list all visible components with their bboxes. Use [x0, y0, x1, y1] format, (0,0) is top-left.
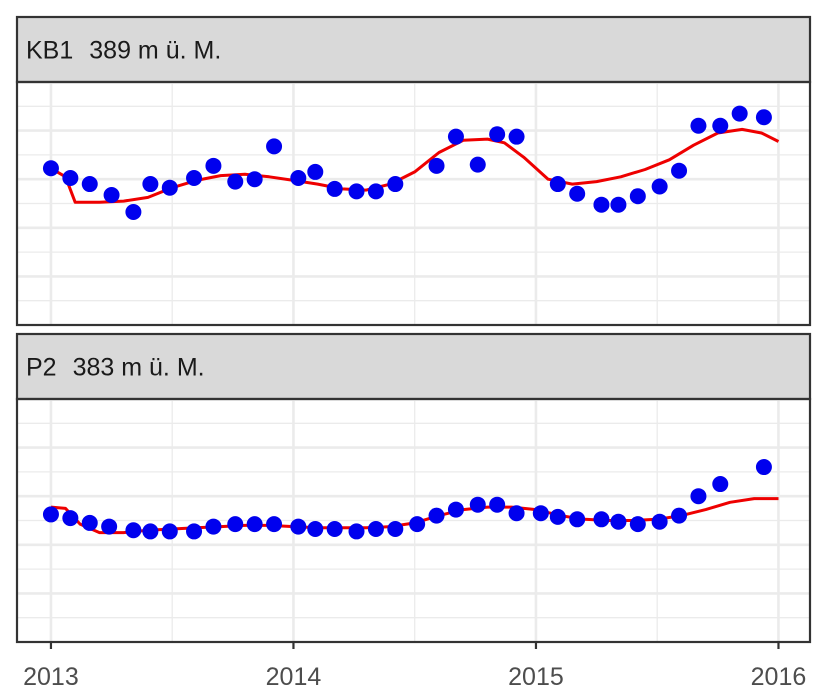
data-point [690, 488, 707, 505]
elevation-label: 389 m ü. M. [89, 37, 221, 65]
x-tick-label: 2014 [266, 663, 322, 691]
data-point [62, 169, 79, 186]
data-point [755, 459, 772, 476]
data-point [428, 157, 445, 174]
data-points [42, 105, 772, 221]
data-point [593, 511, 610, 528]
data-point [469, 156, 486, 173]
panel-kb1: KB1 389 m ü. M. [15, 15, 812, 327]
data-point [42, 160, 59, 177]
data-point [142, 523, 159, 540]
data-point [610, 513, 627, 530]
data-point [186, 169, 203, 186]
data-point [447, 501, 464, 518]
data-point [387, 521, 404, 538]
x-tick-label: 2015 [508, 663, 564, 691]
data-point [428, 507, 445, 524]
data-point [651, 178, 668, 195]
data-point [161, 523, 178, 540]
data-point [447, 128, 464, 145]
data-point [101, 518, 118, 535]
data-point [508, 128, 525, 145]
data-point [651, 513, 668, 530]
data-point [62, 510, 79, 527]
data-point [307, 163, 324, 180]
site-name: KB1 [26, 37, 73, 65]
data-point [81, 176, 98, 193]
panel-strip [15, 15, 812, 84]
panels-layer: KB1 389 m ü. M. P2 383 m ü. M. [15, 15, 812, 644]
panel-border [15, 397, 812, 644]
elevation-label: 383 m ü. M. [73, 354, 205, 382]
data-point [593, 196, 610, 213]
data-point [42, 506, 59, 523]
data-point [549, 508, 566, 525]
data-point [387, 176, 404, 193]
data-point [103, 186, 120, 203]
data-point [469, 496, 486, 513]
data-point [532, 505, 549, 522]
data-point [186, 523, 203, 540]
panel-p2: P2 383 m ü. M. [15, 332, 812, 644]
data-point [629, 188, 646, 205]
data-point [671, 507, 688, 524]
data-point [549, 176, 566, 193]
grid [17, 82, 810, 325]
data-point [227, 173, 244, 190]
data-point [266, 138, 283, 155]
data-point [246, 171, 263, 188]
data-point [671, 162, 688, 179]
data-point [290, 169, 307, 186]
x-axis: 2013 2014 2015 2016 [23, 642, 806, 691]
data-point [125, 204, 142, 221]
data-points [42, 459, 772, 540]
data-point [161, 179, 178, 196]
data-point [348, 183, 365, 200]
data-point [81, 514, 98, 531]
trend-line [50, 127, 780, 204]
data-point [569, 185, 586, 202]
data-point [326, 180, 343, 197]
data-point [409, 516, 426, 533]
data-point [755, 109, 772, 126]
data-point [690, 117, 707, 134]
data-point [205, 157, 222, 174]
data-point [629, 516, 646, 533]
data-point [125, 522, 142, 539]
data-point [508, 505, 525, 522]
data-point [348, 523, 365, 540]
data-point [712, 117, 729, 134]
data-point [731, 105, 748, 122]
panel-strip-label: KB1 389 m ü. M. [26, 37, 221, 65]
data-point [367, 521, 384, 538]
data-point [246, 516, 263, 533]
data-point [489, 496, 506, 513]
data-point [307, 521, 324, 538]
site-name: P2 [26, 354, 57, 382]
panel-border [15, 80, 812, 327]
data-point [569, 511, 586, 528]
data-point [266, 516, 283, 533]
x-tick-label: 2013 [23, 663, 79, 691]
data-point [142, 176, 159, 193]
data-point [712, 476, 729, 493]
data-point [367, 183, 384, 200]
data-point [326, 521, 343, 538]
data-point [610, 196, 627, 213]
data-point [227, 516, 244, 533]
data-point [290, 518, 307, 535]
data-point [489, 126, 506, 143]
panel-strip-label: P2 383 m ü. M. [26, 354, 205, 382]
data-point [205, 518, 222, 535]
x-tick-label: 2016 [751, 663, 807, 691]
